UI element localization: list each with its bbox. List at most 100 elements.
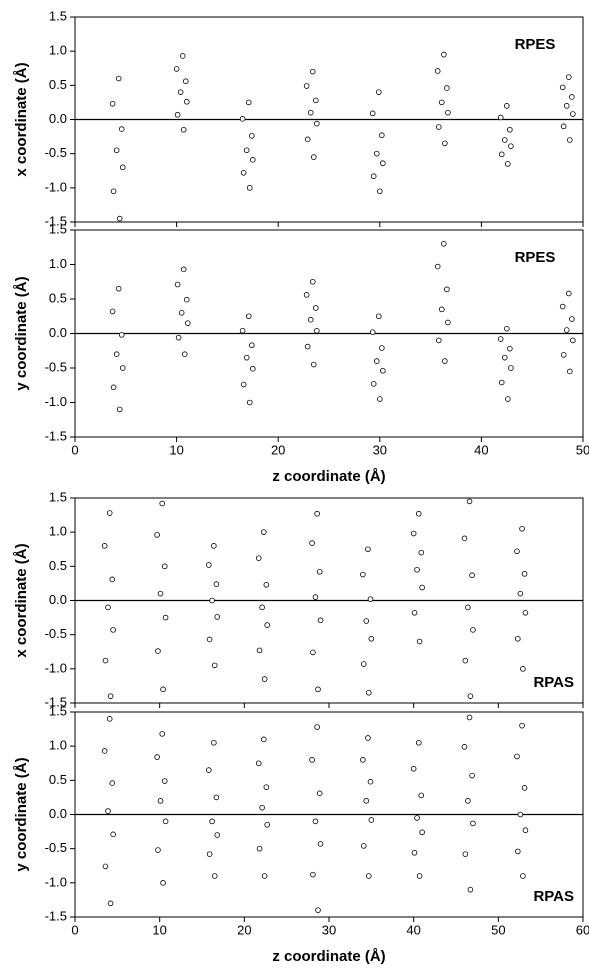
point (563, 327, 570, 333)
point (264, 622, 270, 628)
point (309, 278, 316, 285)
point (261, 676, 268, 682)
point (239, 116, 246, 122)
point (175, 334, 182, 341)
point (419, 829, 425, 836)
point (312, 818, 319, 825)
point (563, 103, 570, 109)
point (240, 170, 247, 176)
point (205, 767, 212, 773)
point (411, 609, 418, 616)
point (503, 325, 510, 332)
point (154, 754, 160, 760)
point (368, 635, 375, 642)
point (180, 126, 187, 133)
point (250, 157, 256, 163)
y-tick-label: 1.0 (49, 738, 67, 753)
point (307, 316, 314, 323)
point (161, 778, 168, 784)
point (261, 529, 267, 535)
point (101, 543, 108, 549)
point (239, 327, 246, 334)
y-tick-label: 1.5 (49, 489, 67, 504)
point (445, 109, 451, 116)
x-tick-label: 40 (406, 922, 420, 937)
point (317, 617, 324, 624)
point (312, 305, 319, 311)
point (514, 753, 520, 760)
y-tick-label: -1.5 (45, 213, 67, 228)
point (304, 136, 311, 143)
point (115, 285, 122, 292)
x-tick-label: 0 (71, 442, 78, 457)
point (110, 188, 117, 195)
point (465, 798, 471, 804)
point (442, 140, 448, 147)
point (566, 368, 573, 375)
point (521, 571, 528, 577)
point (102, 863, 109, 870)
point (462, 657, 469, 664)
point (255, 555, 262, 561)
point (118, 126, 125, 132)
point (206, 636, 213, 643)
y-tick-label: 1.0 (49, 524, 67, 539)
point (184, 320, 191, 326)
point (304, 343, 311, 350)
point (110, 627, 116, 633)
point (310, 649, 316, 656)
y-tick-label: 1.0 (49, 256, 67, 271)
y-tick-label: 0.5 (49, 290, 67, 305)
point (497, 336, 504, 342)
point (205, 562, 212, 568)
y-tick-label: -1.5 (45, 908, 67, 923)
point (256, 845, 263, 852)
point (369, 329, 376, 335)
point (515, 848, 521, 855)
point (367, 596, 374, 602)
point (259, 804, 265, 811)
point (214, 614, 221, 620)
point (438, 99, 445, 106)
point (303, 292, 310, 298)
point (410, 765, 417, 772)
point (360, 571, 366, 578)
point (444, 286, 450, 293)
point (445, 319, 451, 326)
point (517, 590, 524, 597)
point (376, 188, 383, 195)
point (113, 351, 120, 358)
point (101, 748, 108, 754)
point (109, 308, 116, 315)
point (565, 290, 572, 297)
x-tick-label: 20 (237, 922, 251, 937)
point (316, 568, 323, 575)
y-tick-label: 0.5 (49, 772, 67, 787)
point (416, 873, 423, 879)
x-tick-label: 10 (152, 922, 166, 937)
point (159, 500, 166, 507)
x-tick-label: 50 (491, 922, 505, 937)
point (246, 185, 253, 191)
point (520, 873, 526, 879)
y-tick-label: -1.5 (45, 694, 67, 709)
point (314, 724, 320, 730)
point (118, 332, 125, 338)
point (560, 352, 567, 358)
point (367, 778, 374, 785)
point (213, 581, 220, 587)
point (177, 89, 184, 95)
point (310, 154, 317, 160)
point (370, 381, 377, 387)
point (444, 85, 450, 91)
point (157, 798, 164, 804)
point (569, 316, 575, 322)
point (363, 798, 370, 804)
point (310, 871, 316, 878)
point (501, 354, 508, 361)
point (113, 147, 120, 154)
x-tick-label: 30 (322, 922, 336, 937)
y-tick-label: -1.0 (45, 660, 67, 675)
point (441, 51, 447, 58)
point (107, 900, 114, 907)
